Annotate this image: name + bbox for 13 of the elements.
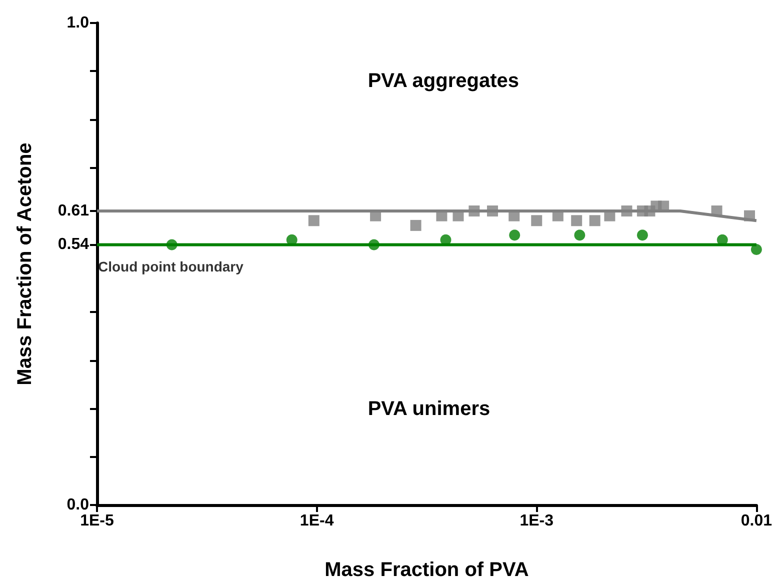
y-tick-label: 0.61 [58, 202, 90, 220]
y-tick-label: 1.0 [66, 14, 90, 32]
y-axis-title: Mass Fraction of Acetone [14, 142, 36, 386]
annotation: Cloud point boundary [98, 258, 244, 275]
x-tick-label: 1E-4 [300, 512, 334, 530]
x-tick-label: 0.01 [740, 512, 772, 530]
x-axis-title: Mass Fraction of PVA [324, 559, 529, 581]
annotation: PVA aggregates [368, 70, 520, 92]
x-tick-label: 1E-5 [80, 512, 114, 530]
x-tick-label: 1E-3 [520, 512, 554, 530]
y-tick-label: 0.0 [66, 496, 90, 514]
annotation: PVA unimers [368, 398, 490, 420]
y-tick-label: 0.54 [58, 236, 90, 254]
